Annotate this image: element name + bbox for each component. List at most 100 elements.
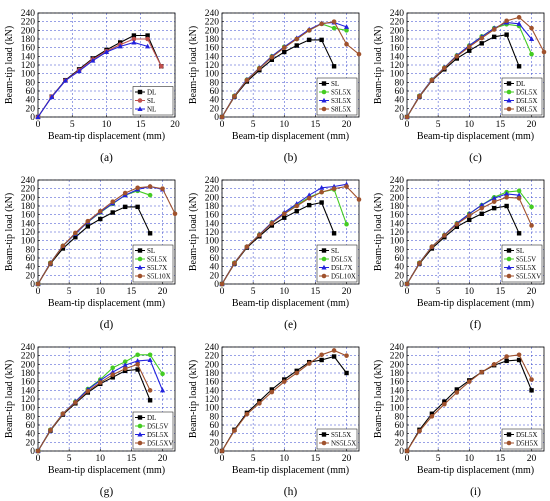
y-tick-label: 220 xyxy=(205,185,220,195)
y-tick-label: 200 xyxy=(390,193,405,203)
x-tick-label: 10 xyxy=(96,454,106,464)
y-tick-label: 80 xyxy=(210,412,220,422)
y-tick-label: 80 xyxy=(26,412,36,422)
legend-label: S8L5X xyxy=(331,105,351,113)
y-tick-label: 20 xyxy=(26,271,36,281)
y-tick-label: 0 xyxy=(214,113,219,123)
y-tick-label: 200 xyxy=(205,26,220,36)
y-tick-label: 20 xyxy=(210,438,220,448)
data-point xyxy=(516,21,522,26)
data-point xyxy=(491,362,497,367)
x-tick-label: 20 xyxy=(527,120,537,130)
legend-marker xyxy=(137,415,143,420)
y-tick-label: 0 xyxy=(30,280,35,290)
data-point xyxy=(85,388,91,394)
y-tick-label: 180 xyxy=(390,369,405,379)
legend-label: D5H5X xyxy=(516,439,538,447)
data-point xyxy=(479,35,485,41)
data-point xyxy=(131,39,137,45)
data-point xyxy=(244,411,250,417)
legend-marker xyxy=(137,89,143,95)
y-tick-label: 180 xyxy=(205,369,220,379)
data-point xyxy=(319,21,324,27)
data-point xyxy=(60,246,66,251)
x-tick-label: 20 xyxy=(342,454,352,464)
data-point xyxy=(479,41,484,46)
legend-label: S5L5X xyxy=(516,264,536,272)
y-tick-label: 40 xyxy=(210,263,220,273)
data-point xyxy=(282,49,287,55)
legend-marker xyxy=(506,432,512,437)
data-point xyxy=(306,28,312,33)
data-point xyxy=(135,204,140,210)
data-point xyxy=(528,36,535,41)
y-tick-label: 80 xyxy=(26,245,36,255)
data-point xyxy=(504,358,509,364)
data-point xyxy=(516,352,522,358)
legend-marker xyxy=(137,440,143,446)
y-tick-label: 0 xyxy=(30,113,35,123)
data-point xyxy=(60,243,66,249)
x-tick-label: 5 xyxy=(251,454,256,464)
y-tick-label: 40 xyxy=(210,430,220,440)
data-point xyxy=(319,357,324,363)
legend-label: DL xyxy=(147,414,156,422)
x-tick-label: 20 xyxy=(342,120,352,130)
data-point xyxy=(110,199,116,204)
legend-marker xyxy=(137,98,143,103)
y-tick-label: 60 xyxy=(210,254,220,264)
data-point xyxy=(244,244,250,250)
data-point xyxy=(160,371,165,377)
data-point xyxy=(442,233,447,238)
series-4 xyxy=(35,184,178,287)
x-tick-label: 5 xyxy=(436,120,441,130)
data-point xyxy=(454,387,460,392)
series-line xyxy=(37,41,148,118)
x-tick-label: 5 xyxy=(436,287,441,297)
series-2 xyxy=(219,348,349,454)
panel-label: (e) xyxy=(284,319,297,331)
y-tick-label: 220 xyxy=(390,185,405,195)
data-point xyxy=(172,211,178,217)
data-point xyxy=(529,388,534,393)
data-point xyxy=(122,362,128,368)
y-tick-label: 0 xyxy=(214,447,219,457)
panel-label: (f) xyxy=(470,319,482,331)
x-tick-label: 0 xyxy=(220,120,225,130)
x-tick-label: 10 xyxy=(465,454,475,464)
y-tick-label: 240 xyxy=(205,9,220,19)
y-tick-label: 60 xyxy=(26,254,36,264)
data-point xyxy=(35,281,41,287)
y-tick-label: 120 xyxy=(21,395,36,405)
data-point xyxy=(135,352,140,358)
data-point xyxy=(294,209,299,214)
data-point xyxy=(98,216,103,222)
y-tick-label: 120 xyxy=(205,61,220,71)
data-point xyxy=(145,33,150,38)
y-tick-label: 100 xyxy=(205,70,220,80)
series-4 xyxy=(219,19,362,120)
legend-marker xyxy=(321,264,327,270)
data-point xyxy=(160,186,165,191)
legend-marker xyxy=(137,264,143,270)
data-point xyxy=(516,357,522,363)
data-point xyxy=(356,197,362,202)
y-axis-label: Beam-tip load (kN) xyxy=(188,360,199,438)
data-point xyxy=(35,448,41,454)
data-point xyxy=(73,230,78,236)
legend-marker xyxy=(506,248,512,253)
y-tick-label: 20 xyxy=(210,104,220,114)
y-tick-label: 220 xyxy=(21,352,36,362)
y-tick-label: 0 xyxy=(399,447,404,457)
y-tick-label: 200 xyxy=(390,26,405,36)
legend-marker xyxy=(137,248,143,253)
y-tick-label: 80 xyxy=(395,245,405,255)
data-point xyxy=(429,77,435,83)
x-tick-label: 0 xyxy=(220,287,225,297)
panel-label: (d) xyxy=(100,319,114,331)
legend-marker xyxy=(137,256,143,262)
